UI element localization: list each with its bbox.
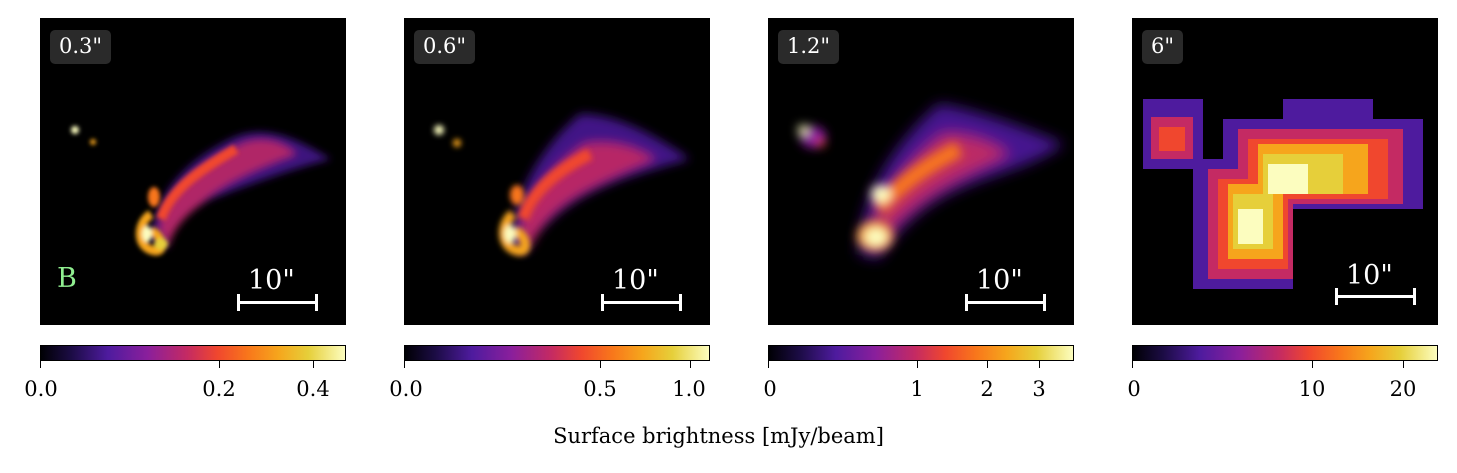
colorbar-tick-label: 1.0 — [672, 377, 706, 401]
colorbar-2 — [404, 345, 710, 361]
colorbar-tick-label: 20 — [1389, 377, 1417, 401]
colorbar-tick-label: 0.0 — [389, 377, 423, 401]
scalebar-label: 10" — [1346, 260, 1393, 291]
radio-image-3 — [798, 104, 1064, 259]
scalebar — [965, 294, 1046, 311]
image-panel-4: 6" 10" — [1132, 18, 1438, 325]
colorbar-tick — [1403, 361, 1404, 368]
colorbar-tick — [1132, 361, 1133, 368]
scalebar — [1335, 288, 1416, 305]
colorbar-tick — [40, 361, 41, 368]
colorbar-tick-label: 0 — [1127, 377, 1141, 401]
colorbar-tick — [1039, 361, 1040, 368]
colorbar-3 — [768, 345, 1074, 361]
scalebar-label: 10" — [612, 265, 659, 296]
image-panel-2: 0.6" 10" — [404, 18, 710, 325]
image-panel-1: 0.3" B 10" — [40, 18, 346, 325]
scalebar-label: 10" — [976, 265, 1023, 296]
colorbar-tick-label: 3 — [1032, 377, 1046, 401]
colorbar-tick — [690, 361, 691, 368]
colorbar-axis-label: Surface brightness [mJy/beam] — [553, 424, 884, 448]
resolution-badge: 6" — [1142, 30, 1184, 64]
colorbar-tick — [313, 361, 314, 368]
colorbar-4 — [1132, 345, 1438, 361]
scalebar — [237, 294, 318, 311]
resolution-badge: 1.2" — [778, 30, 840, 64]
colorbar-tick-label: 0.2 — [202, 377, 236, 401]
scalebar — [601, 294, 682, 311]
resolution-badge: 0.6" — [414, 30, 476, 64]
scalebar-label: 10" — [248, 265, 295, 296]
colorbar-tick — [917, 361, 918, 368]
colorbar-tick — [768, 361, 769, 368]
colorbar-tick-label: 0.0 — [24, 377, 58, 401]
colorbar-tick-label: 0.4 — [296, 377, 330, 401]
radio-image-4 — [1143, 99, 1423, 289]
image-panel-3: 1.2" 10" — [768, 18, 1074, 325]
resolution-badge: 0.3" — [50, 30, 112, 64]
colorbar-1 — [40, 345, 346, 361]
colorbar-tick-label: 0.5 — [583, 377, 617, 401]
radio-image-1 — [71, 126, 331, 256]
colorbar-tick — [219, 361, 220, 368]
colorbar-tick-label: 10 — [1298, 377, 1326, 401]
colorbar-tick — [1312, 361, 1313, 368]
panel-label: B — [57, 263, 77, 294]
colorbar-tick — [600, 361, 601, 368]
colorbar-tick-label: 0 — [763, 377, 777, 401]
colorbar-tick — [404, 361, 405, 368]
colorbar-tick — [987, 361, 988, 368]
colorbar-tick-label: 1 — [910, 377, 924, 401]
colorbar-tick-label: 2 — [980, 377, 994, 401]
radio-image-2 — [434, 114, 690, 257]
